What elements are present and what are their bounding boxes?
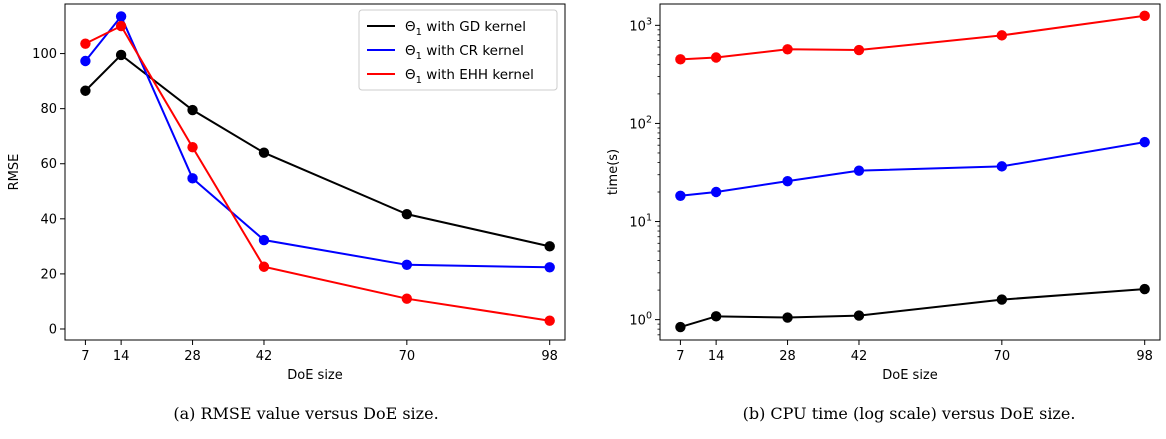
y-axis-label: time(s) [606, 149, 621, 195]
data-point [996, 294, 1008, 305]
series-line [84, 53, 550, 248]
data-point [675, 54, 686, 65]
y-tick-label: 101 [629, 213, 652, 231]
rmse-chart-panel: 7 14 28 42 70 98 0 20 40 60 80 100 DoE size RMSE (a) R… [7, 3, 566, 423]
data-point [258, 234, 270, 246]
y-tick-label: 60 [40, 157, 57, 172]
data-point [187, 104, 198, 116]
legend-entry: Θ1 with GD kernel [405, 19, 526, 38]
data-point [187, 142, 198, 153]
x-tick-label: 14 [708, 349, 725, 364]
legend: Θ1 with GD kernel Θ1 with CR kernel Θ1 wit… [358, 9, 558, 91]
legend-entry: Θ1 with CR kernel [405, 43, 524, 62]
data-point [80, 38, 91, 49]
legend-box [358, 9, 558, 91]
data-point [1139, 10, 1150, 22]
series-line [680, 288, 1145, 329]
figure-caption: (b) CPU time (log scale) versus DoE size… [743, 404, 1076, 423]
data-point [115, 11, 127, 22]
plot-frame [64, 3, 566, 341]
x-tick-label: 42 [256, 349, 273, 364]
series-line [680, 14, 1145, 61]
data-point [675, 190, 686, 201]
x-axis-label: DoE size [882, 368, 938, 383]
x-tick-label: 42 [851, 349, 868, 364]
y-tick-label: 0 [49, 322, 57, 337]
data-point [710, 52, 722, 63]
x-tick-label: 28 [184, 349, 201, 364]
data-point [853, 310, 865, 321]
plot-frame [659, 3, 1161, 341]
x-tick-label: 98 [1136, 349, 1153, 364]
data-point [187, 173, 198, 184]
legend-entry: Θ1 with EHH kernel [405, 67, 534, 86]
y-tick-label: 103 [629, 16, 652, 34]
y-tick-label: 80 [40, 102, 57, 117]
y-axis-label: RMSE [7, 154, 22, 191]
data-point [544, 241, 555, 252]
x-axis-label: DoE size [287, 368, 343, 383]
series-line [84, 24, 550, 322]
y-tick-label: 100 [32, 47, 57, 62]
data-point [675, 321, 686, 333]
data-point [710, 186, 722, 198]
data-point [1139, 136, 1150, 148]
x-tick-label: 14 [113, 349, 130, 364]
data-point [782, 44, 793, 55]
y-tick-label: 40 [40, 212, 57, 227]
series-line [84, 14, 550, 269]
data-point [258, 147, 270, 158]
data-point [782, 175, 793, 187]
data-point [80, 85, 91, 96]
data-point [996, 161, 1008, 172]
figure-caption: (a) RMSE value versus DoE size. [173, 404, 438, 423]
data-point [544, 315, 555, 326]
x-tick-label: 7 [676, 349, 684, 364]
data-point [544, 262, 555, 273]
x-tick-label: 7 [81, 349, 89, 364]
x-tick-label: 70 [399, 349, 416, 364]
x-tick-label: 28 [779, 349, 796, 364]
y-tick-label: 20 [40, 267, 57, 282]
series-line [680, 141, 1145, 197]
data-point [710, 311, 722, 322]
data-point [258, 261, 270, 272]
cpu-time-chart-panel: 7 14 28 42 70 98 100 101 102 103 DoE size time(s) (b… [606, 3, 1161, 423]
data-point [996, 30, 1008, 41]
data-point [115, 20, 127, 32]
data-point [115, 49, 127, 61]
data-point [782, 312, 793, 323]
data-point [853, 165, 865, 176]
x-tick-label: 70 [994, 349, 1011, 364]
data-point [80, 55, 91, 67]
y-tick-label: 100 [629, 311, 652, 329]
data-point [401, 259, 413, 271]
data-point [401, 293, 413, 304]
data-point [853, 44, 865, 56]
data-point [1139, 283, 1150, 295]
y-tick-label: 102 [629, 114, 652, 132]
data-point [401, 208, 413, 220]
x-tick-label: 98 [541, 349, 558, 364]
